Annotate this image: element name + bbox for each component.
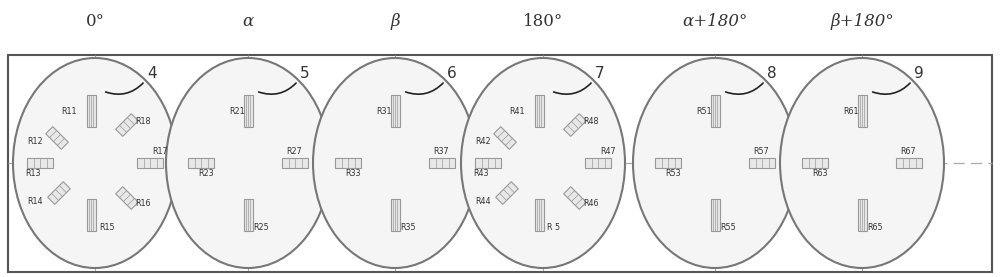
Ellipse shape <box>166 58 330 268</box>
Polygon shape <box>585 158 611 168</box>
Polygon shape <box>116 187 138 209</box>
Polygon shape <box>534 199 544 231</box>
Text: R37: R37 <box>433 147 449 155</box>
Text: 7: 7 <box>595 65 605 81</box>
Bar <box>8 55 992 272</box>
Text: R61: R61 <box>844 106 859 116</box>
Text: R41: R41 <box>510 106 525 116</box>
Text: R31: R31 <box>376 106 392 116</box>
Polygon shape <box>244 199 252 231</box>
Text: 9: 9 <box>914 65 924 81</box>
Text: R55: R55 <box>720 224 736 232</box>
Text: R16: R16 <box>135 199 150 207</box>
Polygon shape <box>858 199 866 231</box>
Polygon shape <box>48 182 70 204</box>
Polygon shape <box>534 95 544 127</box>
Text: R17: R17 <box>152 147 168 155</box>
Polygon shape <box>802 158 828 168</box>
Text: R42: R42 <box>475 137 491 145</box>
Polygon shape <box>564 114 586 136</box>
Polygon shape <box>496 182 518 204</box>
Polygon shape <box>27 158 53 168</box>
Text: R 5: R 5 <box>547 224 560 232</box>
Text: R63: R63 <box>812 168 828 178</box>
Polygon shape <box>335 158 361 168</box>
Text: R47: R47 <box>600 147 616 155</box>
Text: R46: R46 <box>583 199 598 207</box>
Polygon shape <box>390 95 400 127</box>
Text: R65: R65 <box>867 224 883 232</box>
Text: R53: R53 <box>665 168 681 178</box>
Text: R25: R25 <box>253 224 269 232</box>
Text: R48: R48 <box>583 117 598 125</box>
Text: 180°: 180° <box>523 14 563 30</box>
Text: 8: 8 <box>767 65 777 81</box>
Polygon shape <box>282 158 308 168</box>
Text: 5: 5 <box>300 65 310 81</box>
Polygon shape <box>188 158 214 168</box>
Polygon shape <box>116 114 138 136</box>
Text: R33: R33 <box>345 168 360 178</box>
Ellipse shape <box>13 58 177 268</box>
Polygon shape <box>896 158 922 168</box>
Text: 0°: 0° <box>86 14 104 30</box>
Ellipse shape <box>633 58 797 268</box>
Ellipse shape <box>461 58 625 268</box>
Text: 6: 6 <box>447 65 457 81</box>
Text: β+180°: β+180° <box>830 14 894 30</box>
Polygon shape <box>494 127 516 149</box>
Text: R18: R18 <box>135 117 150 125</box>
Text: R67: R67 <box>900 147 916 155</box>
Polygon shape <box>710 199 720 231</box>
Polygon shape <box>655 158 681 168</box>
Polygon shape <box>390 199 400 231</box>
Polygon shape <box>137 158 163 168</box>
Polygon shape <box>710 95 720 127</box>
Text: R12: R12 <box>27 137 43 145</box>
Text: R57: R57 <box>753 147 769 155</box>
Text: α: α <box>242 14 254 30</box>
Polygon shape <box>858 95 866 127</box>
Text: R44: R44 <box>476 196 491 206</box>
Text: R21: R21 <box>229 106 245 116</box>
Text: R51: R51 <box>696 106 712 116</box>
Text: R43: R43 <box>473 168 488 178</box>
Text: R27: R27 <box>286 147 302 155</box>
Text: R23: R23 <box>198 168 214 178</box>
Polygon shape <box>87 95 96 127</box>
Text: β: β <box>390 14 400 30</box>
Text: α+180°: α+180° <box>682 14 748 30</box>
Polygon shape <box>87 199 96 231</box>
Ellipse shape <box>780 58 944 268</box>
Polygon shape <box>244 95 252 127</box>
Text: R13: R13 <box>25 168 40 178</box>
Polygon shape <box>429 158 455 168</box>
Polygon shape <box>564 187 586 209</box>
Text: R14: R14 <box>28 196 43 206</box>
Polygon shape <box>749 158 775 168</box>
Text: 4: 4 <box>147 65 157 81</box>
Polygon shape <box>475 158 501 168</box>
Text: R11: R11 <box>62 106 77 116</box>
Polygon shape <box>46 127 68 149</box>
Ellipse shape <box>313 58 477 268</box>
Text: R35: R35 <box>400 224 416 232</box>
Text: R15: R15 <box>99 224 115 232</box>
